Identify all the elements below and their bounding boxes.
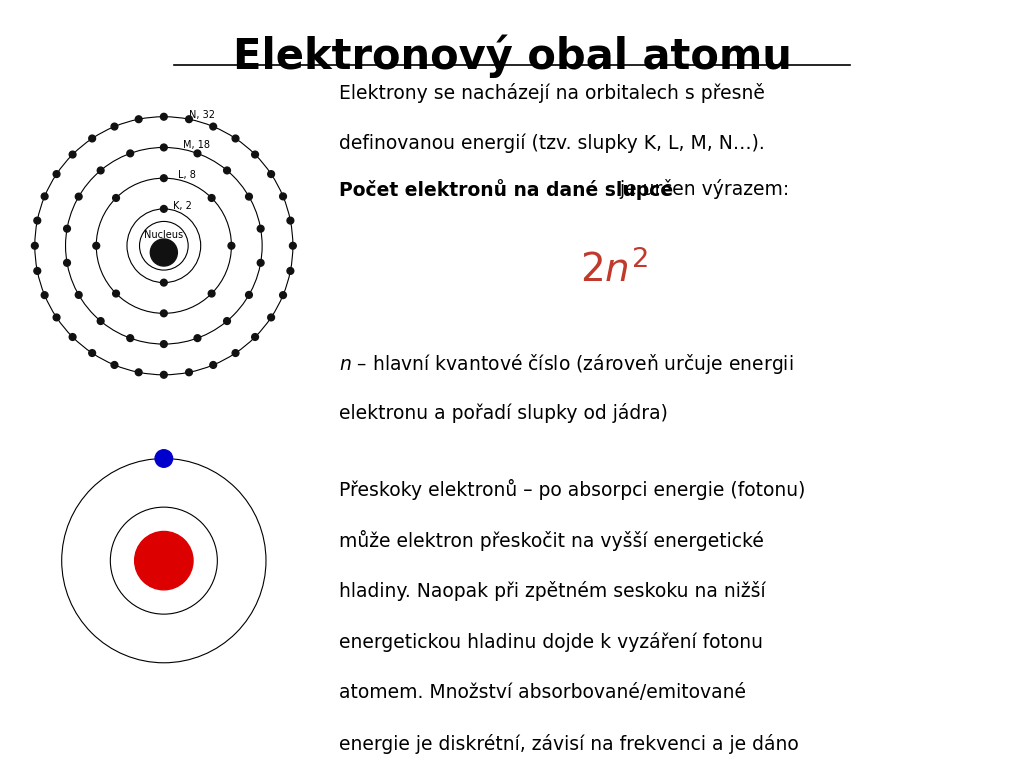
Circle shape xyxy=(257,225,264,232)
Circle shape xyxy=(267,314,274,321)
Circle shape xyxy=(252,151,258,158)
Circle shape xyxy=(287,267,294,274)
Text: je určen výrazem:: je určen výrazem: xyxy=(614,179,790,199)
Circle shape xyxy=(287,217,294,224)
Circle shape xyxy=(155,450,173,467)
Circle shape xyxy=(161,341,167,347)
Circle shape xyxy=(228,243,234,249)
Text: M, 18: M, 18 xyxy=(183,141,210,151)
Circle shape xyxy=(63,260,71,266)
Circle shape xyxy=(139,221,188,270)
Text: $n$ – hlavní kvantové číslo (zároveň určuje energii: $n$ – hlavní kvantové číslo (zároveň urč… xyxy=(339,353,794,376)
Text: hladiny. Naopak při zpětném seskoku na nižší: hladiny. Naopak při zpětném seskoku na n… xyxy=(339,581,765,601)
Circle shape xyxy=(41,292,48,299)
Circle shape xyxy=(111,362,118,369)
Circle shape xyxy=(127,335,133,342)
Circle shape xyxy=(232,135,239,142)
Text: Přeskoky elektronů – po absorpci energie (fotonu): Přeskoky elektronů – po absorpci energie… xyxy=(339,479,805,501)
Circle shape xyxy=(210,362,217,369)
Circle shape xyxy=(151,239,177,266)
Text: může elektron přeskočit na vyšší energetické: může elektron přeskočit na vyšší energet… xyxy=(339,531,764,551)
Circle shape xyxy=(223,318,230,324)
Circle shape xyxy=(70,333,76,340)
Text: Elektrony se nacházejí na orbitalech s přesně: Elektrony se nacházejí na orbitalech s p… xyxy=(339,83,765,103)
Circle shape xyxy=(97,167,104,174)
Circle shape xyxy=(161,206,167,212)
Text: Elektronový obal atomu: Elektronový obal atomu xyxy=(232,35,792,78)
Circle shape xyxy=(195,150,201,157)
Circle shape xyxy=(257,260,264,266)
Circle shape xyxy=(113,290,120,297)
Circle shape xyxy=(76,292,82,298)
Circle shape xyxy=(70,151,76,158)
Circle shape xyxy=(93,243,99,249)
Circle shape xyxy=(208,194,215,201)
Circle shape xyxy=(135,369,142,376)
Circle shape xyxy=(32,243,38,249)
Circle shape xyxy=(252,333,258,340)
Circle shape xyxy=(161,310,167,316)
Circle shape xyxy=(34,267,41,274)
Circle shape xyxy=(280,193,287,200)
Circle shape xyxy=(34,217,41,224)
Circle shape xyxy=(97,318,104,324)
Circle shape xyxy=(63,225,71,232)
Circle shape xyxy=(76,194,82,200)
Circle shape xyxy=(208,290,215,297)
Text: energie je diskrétní, závisí na frekvenci a je dáno: energie je diskrétní, závisí na frekvenc… xyxy=(339,733,799,754)
Circle shape xyxy=(246,194,252,200)
Circle shape xyxy=(280,292,287,299)
Circle shape xyxy=(41,193,48,200)
Circle shape xyxy=(246,292,252,298)
Circle shape xyxy=(161,114,167,120)
Circle shape xyxy=(127,150,133,157)
Text: energetickou hladinu dojde k vyzáření fotonu: energetickou hladinu dojde k vyzáření fo… xyxy=(339,632,763,652)
Circle shape xyxy=(161,144,167,151)
Circle shape xyxy=(89,349,95,356)
Circle shape xyxy=(161,372,167,378)
Circle shape xyxy=(53,170,60,177)
Text: atomem. Množství absorbované/emitované: atomem. Množství absorbované/emitované xyxy=(339,683,745,702)
Circle shape xyxy=(185,369,193,376)
Text: $\mathit{2n^2}$: $\mathit{2n^2}$ xyxy=(581,250,648,290)
Text: N, 32: N, 32 xyxy=(188,110,215,120)
Circle shape xyxy=(111,123,118,130)
Text: Počet elektronů na dané slupce: Počet elektronů na dané slupce xyxy=(339,179,673,200)
Circle shape xyxy=(113,194,120,201)
Text: definovanou energií (tzv. slupky K, L, M, N…).: definovanou energií (tzv. slupky K, L, M… xyxy=(339,134,764,153)
Circle shape xyxy=(185,116,193,123)
Circle shape xyxy=(223,167,230,174)
Circle shape xyxy=(89,135,95,142)
Circle shape xyxy=(267,170,274,177)
Circle shape xyxy=(53,314,60,321)
Circle shape xyxy=(135,116,142,123)
Circle shape xyxy=(210,123,217,130)
Circle shape xyxy=(135,531,194,590)
Circle shape xyxy=(161,280,167,286)
Text: Nucleus: Nucleus xyxy=(144,230,183,240)
Circle shape xyxy=(195,335,201,342)
Text: K, 2: K, 2 xyxy=(173,200,191,210)
Circle shape xyxy=(161,175,167,181)
Circle shape xyxy=(290,243,296,249)
Circle shape xyxy=(232,349,239,356)
Text: elektronu a pořadí slupky od jádra): elektronu a pořadí slupky od jádra) xyxy=(339,403,668,423)
Text: L, 8: L, 8 xyxy=(178,170,196,180)
